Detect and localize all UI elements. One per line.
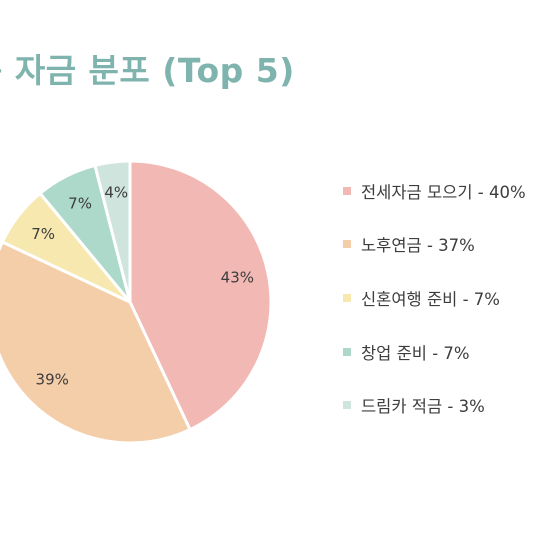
pie-slice-0 bbox=[128, 159, 273, 432]
pie-slice-label-1: 39% bbox=[36, 370, 69, 388]
legend-item-1: 노후연금 - 37% bbox=[343, 232, 526, 257]
legend-item-0: 전세자금 모으기 - 40% bbox=[343, 178, 526, 203]
legend-label-4: 드림카 적금 - 3% bbox=[361, 397, 485, 417]
chart-title: 축 자금 분포 (Top 5) bbox=[0, 51, 295, 90]
legend-swatch-0 bbox=[343, 186, 351, 195]
pie-slice-label-0: 43% bbox=[221, 269, 254, 287]
legend-swatch-2 bbox=[343, 293, 351, 302]
legend-item-2: 신혼여행 준비 - 7% bbox=[343, 285, 526, 310]
legend-label-0: 전세자금 모으기 - 40% bbox=[361, 182, 526, 202]
pie-slice-label-3: 7% bbox=[68, 195, 92, 213]
legend-item-4: 드림카 적금 - 3% bbox=[343, 393, 526, 418]
legend-swatch-3 bbox=[343, 347, 351, 356]
chart-legend: 전세자금 모으기 - 40% 노후연금 - 37% 신혼여행 준비 - 7% 창업 준… bbox=[343, 178, 526, 446]
pie-slice-1 bbox=[0, 240, 192, 445]
legend-label-1: 노후연금 - 37% bbox=[361, 236, 475, 256]
pie-slice-label-2: 7% bbox=[31, 225, 55, 243]
pie-slice-label-4: 4% bbox=[104, 183, 128, 201]
legend-label-2: 신혼여행 준비 - 7% bbox=[361, 289, 500, 309]
legend-swatch-1 bbox=[343, 240, 351, 249]
legend-swatch-4 bbox=[343, 401, 351, 410]
pie-slice-4 bbox=[93, 159, 132, 304]
legend-item-3: 창업 준비 - 7% bbox=[343, 339, 526, 364]
legend-label-3: 창업 준비 - 7% bbox=[361, 343, 470, 363]
